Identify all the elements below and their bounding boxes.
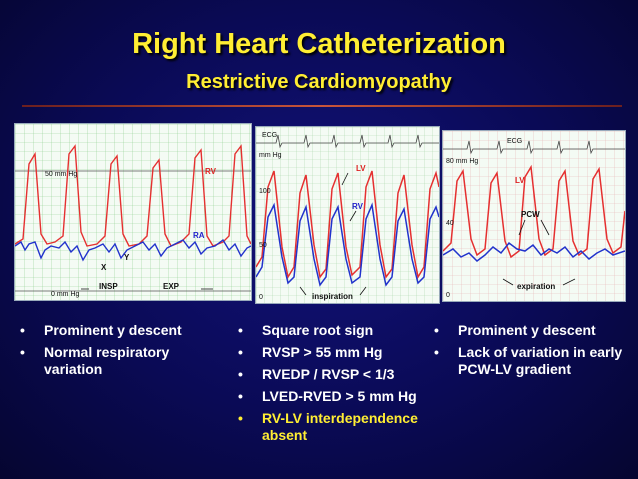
bullet-item: RVEDP / RVSP < 1/3 [236,366,451,383]
p1-exp-label: EXP [163,282,180,291]
p1-x-label: X [101,263,107,272]
p2-ecg-label: ECG [262,132,277,139]
bullet-item: Normal respiratory variation [18,344,218,378]
p2-unit-label: mm Hg [259,152,282,159]
title-divider [22,105,622,107]
p2-inspiration-label: inspiration [312,292,353,301]
bullet-item: Lack of variation in early PCW-LV gradie… [432,344,632,378]
ra-rv-tracing-figure: 50 mm Hg 0 mm Hg RV RA X Y INSP EXP [15,124,251,300]
p1-scale-0: 0 mm Hg [51,291,80,298]
p3-tick-40: 40 [446,220,454,227]
lv-rv-pressure-tracing: ECG mm Hg 100 50 0 LV RV inspiration [255,126,440,304]
slide-subtitle: Restrictive Cardiomyopathy [186,71,452,93]
bullets-restrictive-pcw: Prominent y descent Lack of variation in… [432,322,632,383]
lv-pcw-tracing-figure: ECG 80 mm Hg 40 0 LV PCW expiration [443,131,625,301]
p3-lv-label: LV [515,176,525,185]
p1-scale-50: 50 mm Hg [45,171,77,178]
p3-tick-0: 0 [446,292,450,299]
p1-y-label: Y [124,253,130,262]
bullets-restrictive-rv: Square root sign RVSP > 55 mm Hg RVEDP /… [236,322,451,449]
lv-rv-tracing-figure: ECG mm Hg 100 50 0 LV RV inspiration [256,127,439,303]
bullet-item: Prominent y descent [432,322,632,339]
lv-pcw-pressure-tracing: ECG 80 mm Hg 40 0 LV PCW expiration [442,130,626,302]
ra-rv-pressure-tracing: 50 mm Hg 0 mm Hg RV RA X Y INSP EXP [14,123,252,301]
bullet-item: LVED-RVED > 5 mm Hg [236,388,451,405]
p2-tick-0: 0 [259,294,263,301]
bullet-item-highlight: RV-LV interdependence absent [236,410,451,444]
bullet-item: Square root sign [236,322,451,339]
p3-unit-label: 80 mm Hg [446,158,478,165]
p3-pcw-label: PCW [521,210,540,219]
p3-expiration-label: expiration [517,282,555,291]
p2-lv-label: LV [356,164,366,173]
p2-rv-label: RV [352,202,364,211]
p3-ecg-label: ECG [507,138,522,145]
p2-tick-50: 50 [259,242,267,249]
bullet-item: Prominent y descent [18,322,218,339]
p1-rv-label: RV [205,167,217,176]
bullets-restrictive-ra: Prominent y descent Normal respiratory v… [18,322,218,383]
slide-title: Right Heart Catheterization [132,28,506,60]
bullet-item: RVSP > 55 mm Hg [236,344,451,361]
p2-tick-100: 100 [259,188,271,195]
p1-insp-label: INSP [99,282,118,291]
p1-ra-label: RA [193,231,205,240]
